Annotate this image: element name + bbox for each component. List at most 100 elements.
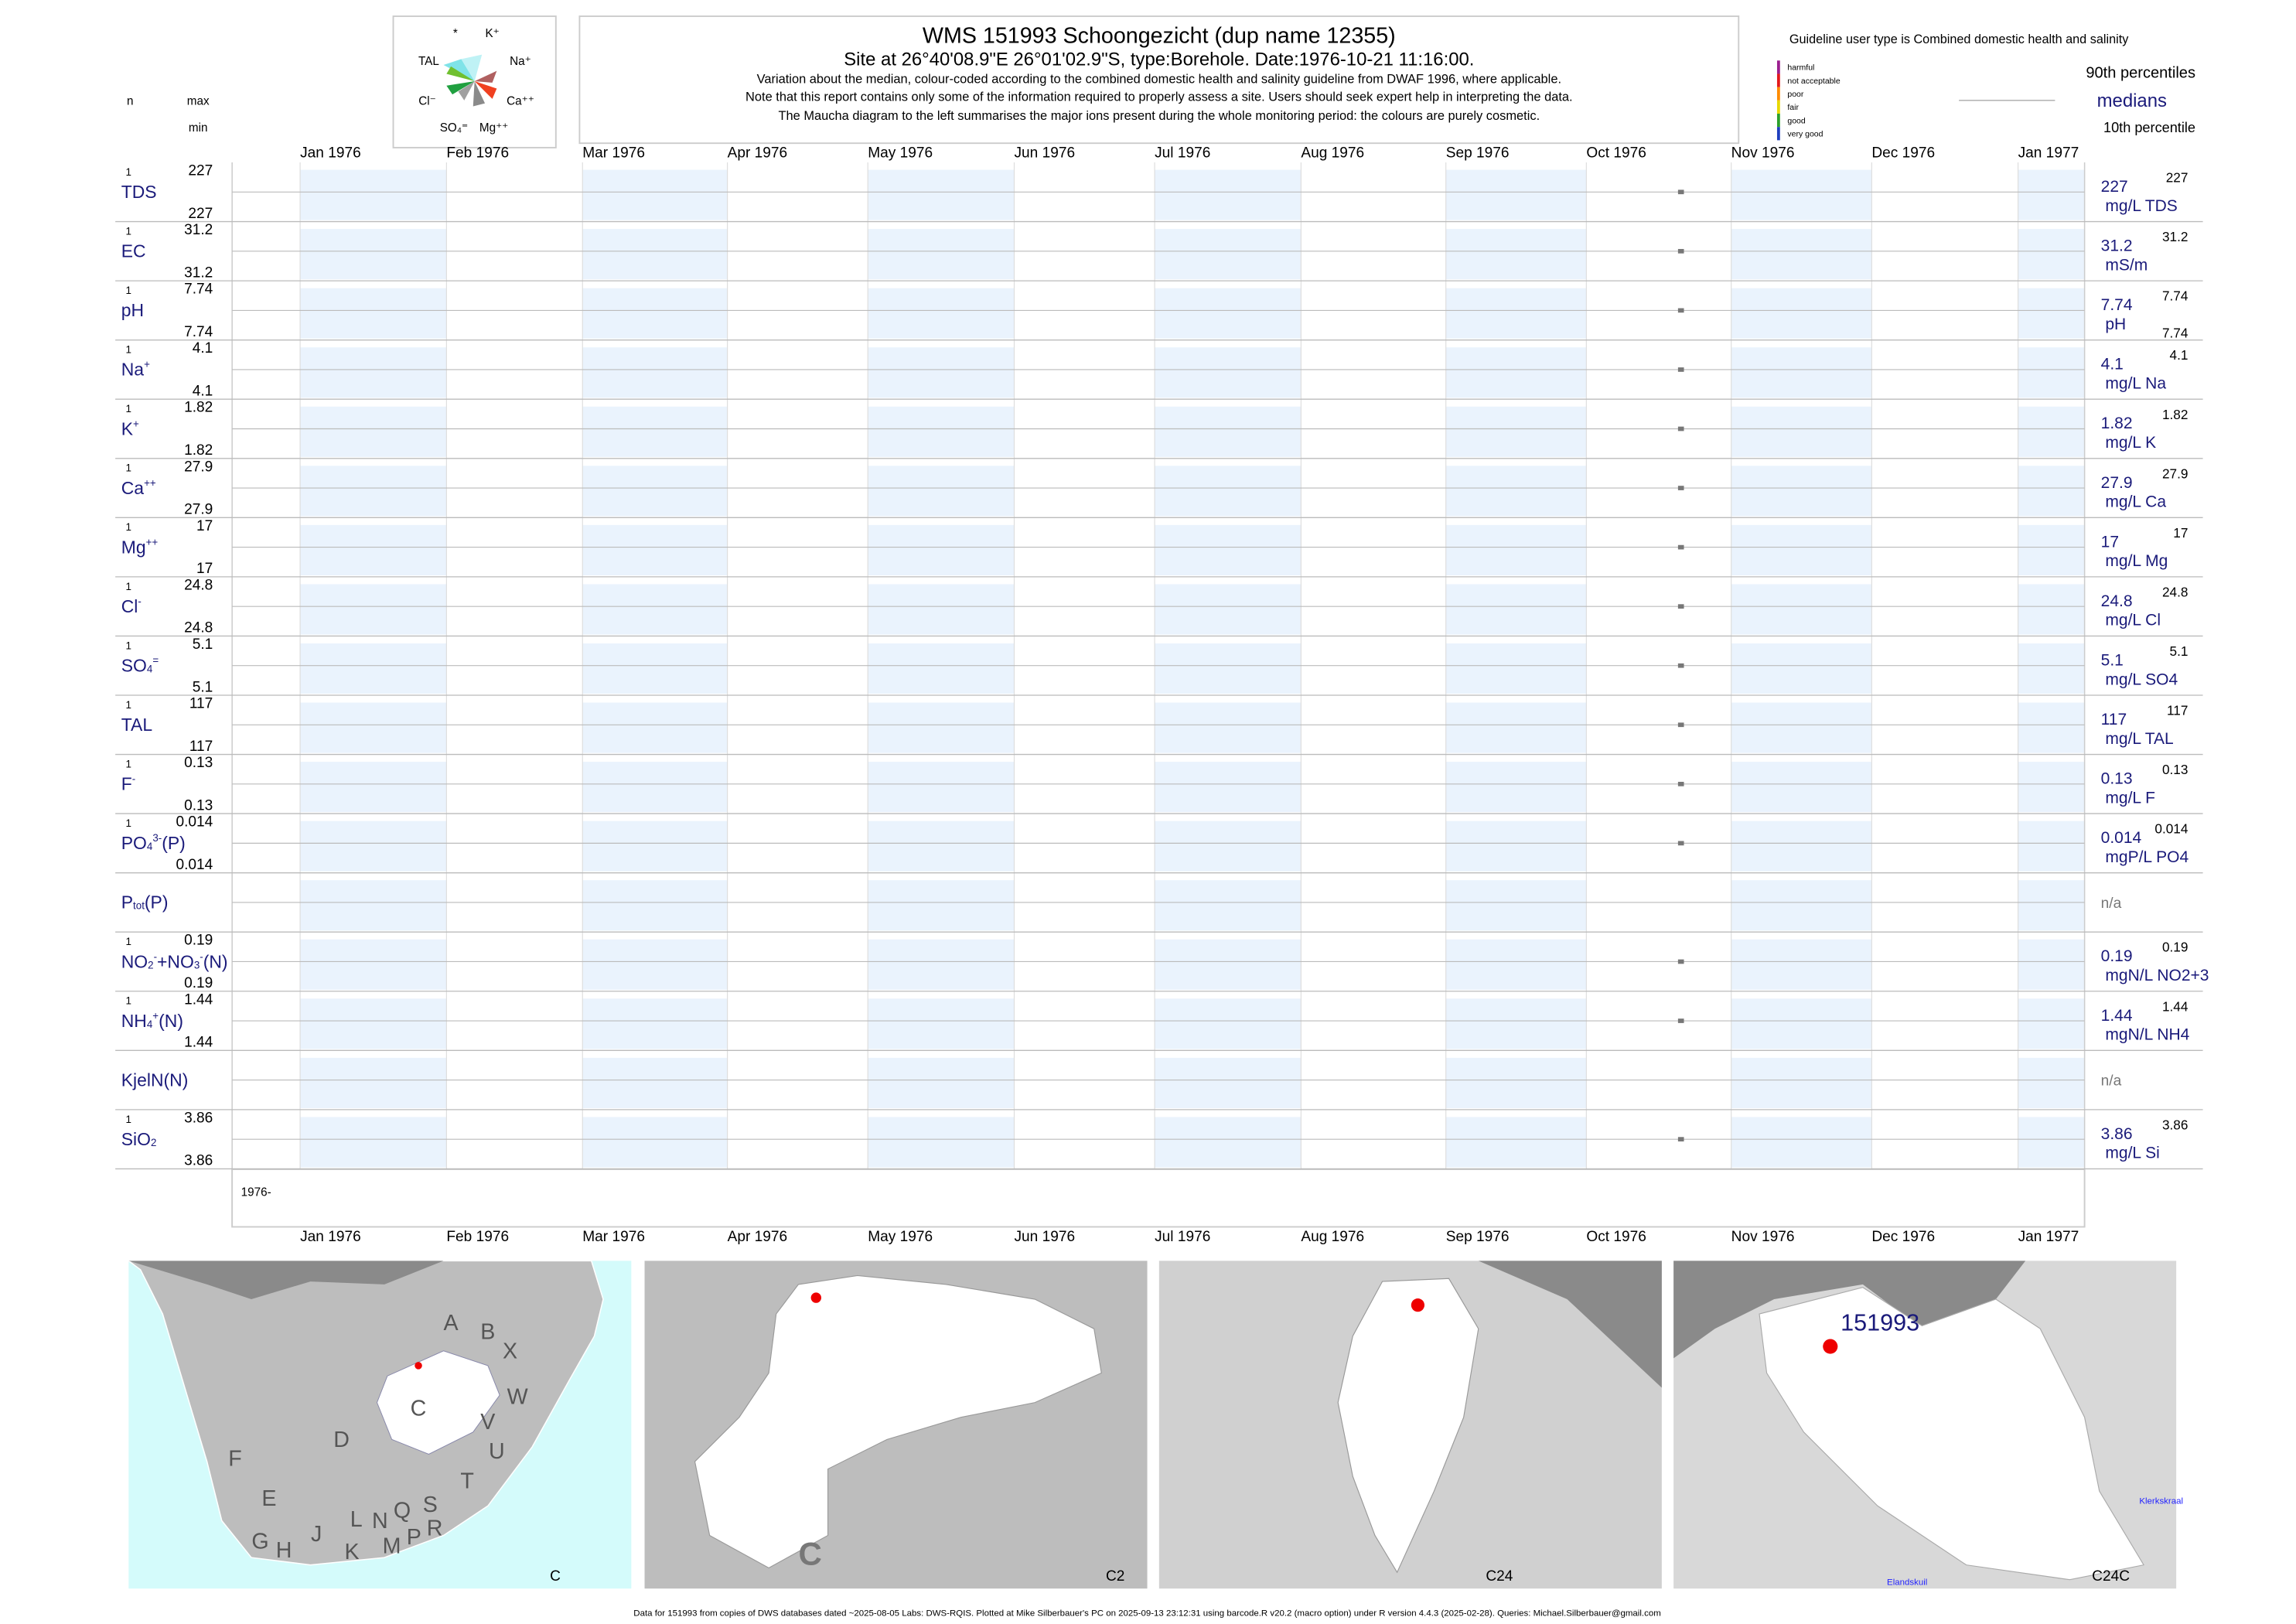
unit: mg/L Mg <box>2105 552 2168 570</box>
sample-point <box>1677 1137 1684 1142</box>
count: 1 <box>126 936 131 947</box>
month-band <box>300 524 447 575</box>
label-part: PO <box>121 833 147 853</box>
month-band <box>1445 702 1587 753</box>
label-part: NO <box>121 951 148 971</box>
month-band <box>1731 821 1872 872</box>
median-value: 1.82 <box>2101 415 2133 432</box>
p90-value: 1.44 <box>2162 998 2189 1014</box>
month-band <box>1445 524 1587 575</box>
label-part: 4 <box>147 1018 153 1030</box>
label-part: + <box>152 1010 159 1022</box>
min-value: 5.1 <box>193 679 213 695</box>
month-label: Feb 1976 <box>446 1229 509 1245</box>
guideline-color <box>1776 87 1780 101</box>
label-part: 4 <box>147 841 153 853</box>
basin-letter: E <box>261 1486 276 1511</box>
basin-letter: C <box>411 1397 427 1421</box>
min-value: 17 <box>196 561 213 577</box>
parameter-label: Ca++ <box>121 477 156 498</box>
month-band <box>1445 347 1587 398</box>
month-band <box>582 1057 728 1108</box>
count: 1 <box>126 640 131 651</box>
month-band <box>868 229 1015 280</box>
month-band <box>582 1117 728 1168</box>
unit: mS/m <box>2105 256 2148 274</box>
count: 1 <box>126 285 131 296</box>
parameter-label: NH4+(N) <box>121 1010 183 1031</box>
parameter-label: F- <box>121 773 135 794</box>
sample-point <box>1677 841 1684 846</box>
median-value: 17 <box>2101 533 2119 551</box>
basin-letter: P <box>407 1525 421 1550</box>
basin-letter: J <box>311 1522 322 1547</box>
month-band <box>1155 762 1302 813</box>
basin-letter: H <box>276 1538 292 1563</box>
month-label: Sep 1976 <box>1446 145 1510 162</box>
label-part: (P) <box>145 892 169 913</box>
label-part: 2 <box>148 960 153 971</box>
month-label: Sep 1976 <box>1446 1229 1510 1245</box>
basin-letter: K <box>344 1540 359 1564</box>
month-label: Nov 1976 <box>1731 145 1795 162</box>
month-band <box>2018 821 2085 872</box>
month-label: Jul 1976 <box>1155 1229 1210 1245</box>
legend-p90: 90th percentiles <box>2086 65 2195 82</box>
month-band <box>2018 584 2085 635</box>
count: 1 <box>126 817 131 829</box>
year-label: 1976- <box>241 1186 271 1199</box>
maucha-label: Cl⁻ <box>418 95 436 108</box>
month-band <box>1155 880 1302 931</box>
p90-value: 5.1 <box>2170 643 2189 659</box>
median-value: 0.13 <box>2101 770 2133 788</box>
month-band <box>582 880 728 931</box>
min-value: 4.1 <box>193 384 213 400</box>
label-part: K <box>121 418 134 438</box>
basin-letter: G <box>251 1530 268 1554</box>
month-band <box>868 288 1015 339</box>
sample-point <box>1677 1018 1684 1023</box>
label-part: +NO <box>157 951 194 971</box>
unit: mg/L Na <box>2105 374 2166 392</box>
maucha-label: SO₄⁼ <box>440 121 468 135</box>
label-part: TAL <box>121 715 152 735</box>
count: 1 <box>126 403 131 415</box>
guideline-class: fair <box>1787 103 1799 112</box>
month-label: Oct 1976 <box>1586 1229 1646 1245</box>
month-band <box>300 939 447 990</box>
month-band <box>2018 762 2085 813</box>
month-band <box>300 998 447 1049</box>
month-label: Mar 1976 <box>582 1229 645 1245</box>
median-value: 27.9 <box>2101 474 2133 492</box>
month-band <box>868 880 1015 931</box>
label-part: - <box>138 595 141 607</box>
max-value: 27.9 <box>184 459 213 475</box>
month-band <box>2018 939 2085 990</box>
basin-letter: X <box>503 1339 517 1363</box>
column-n: n <box>127 95 134 108</box>
min-value: 0.014 <box>176 857 213 873</box>
town-label: Elandskuil <box>1887 1578 1927 1588</box>
label-part: KjelN(N) <box>121 1070 189 1090</box>
guideline-note: Guideline user type is Combined domestic… <box>1789 32 2129 46</box>
guideline-color <box>1776 127 1780 141</box>
month-label: May 1976 <box>868 1229 933 1245</box>
unit: mg/L SO4 <box>2105 670 2178 688</box>
label-part: EC <box>121 241 146 261</box>
site-label: 151993 <box>1841 1310 1919 1336</box>
month-band <box>868 998 1015 1049</box>
min-value: 0.19 <box>184 975 213 991</box>
label-part: (P) <box>162 833 186 853</box>
maucha-label: * <box>453 27 458 40</box>
month-band <box>1155 1057 1302 1108</box>
month-label: Jun 1976 <box>1014 1229 1075 1245</box>
map-name: C24 <box>1486 1568 1513 1585</box>
unit: mgN/L NO2+3 <box>2105 967 2209 984</box>
count: 1 <box>126 166 131 178</box>
month-band <box>1731 406 1872 457</box>
month-band <box>1155 347 1302 398</box>
month-band <box>2018 998 2085 1049</box>
count: 1 <box>126 995 131 1007</box>
label-part: + <box>133 418 139 430</box>
